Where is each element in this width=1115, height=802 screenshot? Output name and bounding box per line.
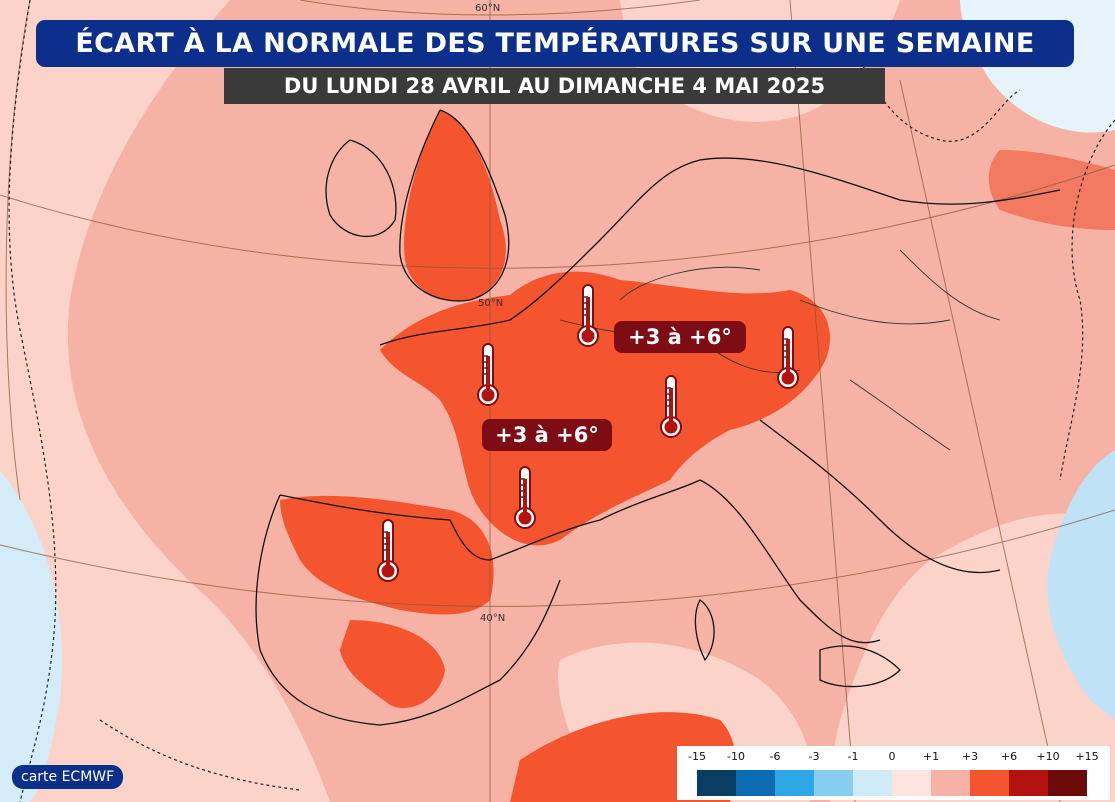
color-legend: -15 -10 -6 -3 -1 0 +1 +3 +6 +10 +15 [677, 746, 1110, 800]
legend-tick: +10 [1036, 750, 1060, 763]
thermometer-icon [777, 326, 799, 389]
weak-anomaly-west [0, 0, 330, 802]
latitude-label-60: 60°N [475, 3, 501, 14]
thermometer-icon [514, 466, 536, 529]
legend-tick: -1 [847, 750, 859, 763]
legend-tick: -3 [808, 750, 820, 763]
source-credit: carte ECMWF [12, 765, 124, 789]
latitude-label-50: 50°N [478, 298, 504, 309]
legend-tick: -10 [727, 750, 745, 763]
legend-swatch [970, 770, 1009, 796]
latitude-label-40: 40°N [480, 613, 506, 624]
strong-anomaly-south-spain [340, 620, 445, 709]
legend-tick: 0 [888, 750, 896, 763]
anomaly-label-west: +3 à +6° [482, 419, 612, 451]
legend-swatch [814, 770, 853, 796]
legend-tick: +1 [922, 750, 940, 763]
cold-anomaly-atlantic [0, 470, 62, 802]
legend-swatch [892, 770, 931, 796]
strong-anomaly-uk [404, 110, 506, 301]
anomaly-label-east: +3 à +6° [614, 321, 746, 353]
legend-swatch [1048, 770, 1087, 796]
legend-tick: -6 [769, 750, 781, 763]
cold-anomaly-balkans [1047, 450, 1115, 720]
thermometer-icon [577, 284, 599, 347]
strong-anomaly-poland [988, 150, 1115, 230]
thermometer-icon [660, 375, 682, 438]
legend-swatch [697, 770, 736, 796]
legend-swatch [1009, 770, 1048, 796]
thermometer-icon [377, 519, 399, 582]
legend-swatch [853, 770, 892, 796]
map-subtitle: DU LUNDI 28 AVRIL AU DIMANCHE 4 MAI 2025 [224, 68, 885, 104]
map-title: ÉCART À LA NORMALE DES TEMPÉRATURES SUR … [36, 20, 1074, 67]
legend-swatch [931, 770, 970, 796]
legend-tick: +15 [1075, 750, 1099, 763]
legend-tick: +6 [1000, 750, 1018, 763]
thermometer-icon [477, 343, 499, 406]
legend-tick: +3 [961, 750, 979, 763]
legend-swatch [736, 770, 775, 796]
legend-swatch [775, 770, 814, 796]
legend-tick: -15 [688, 750, 706, 763]
